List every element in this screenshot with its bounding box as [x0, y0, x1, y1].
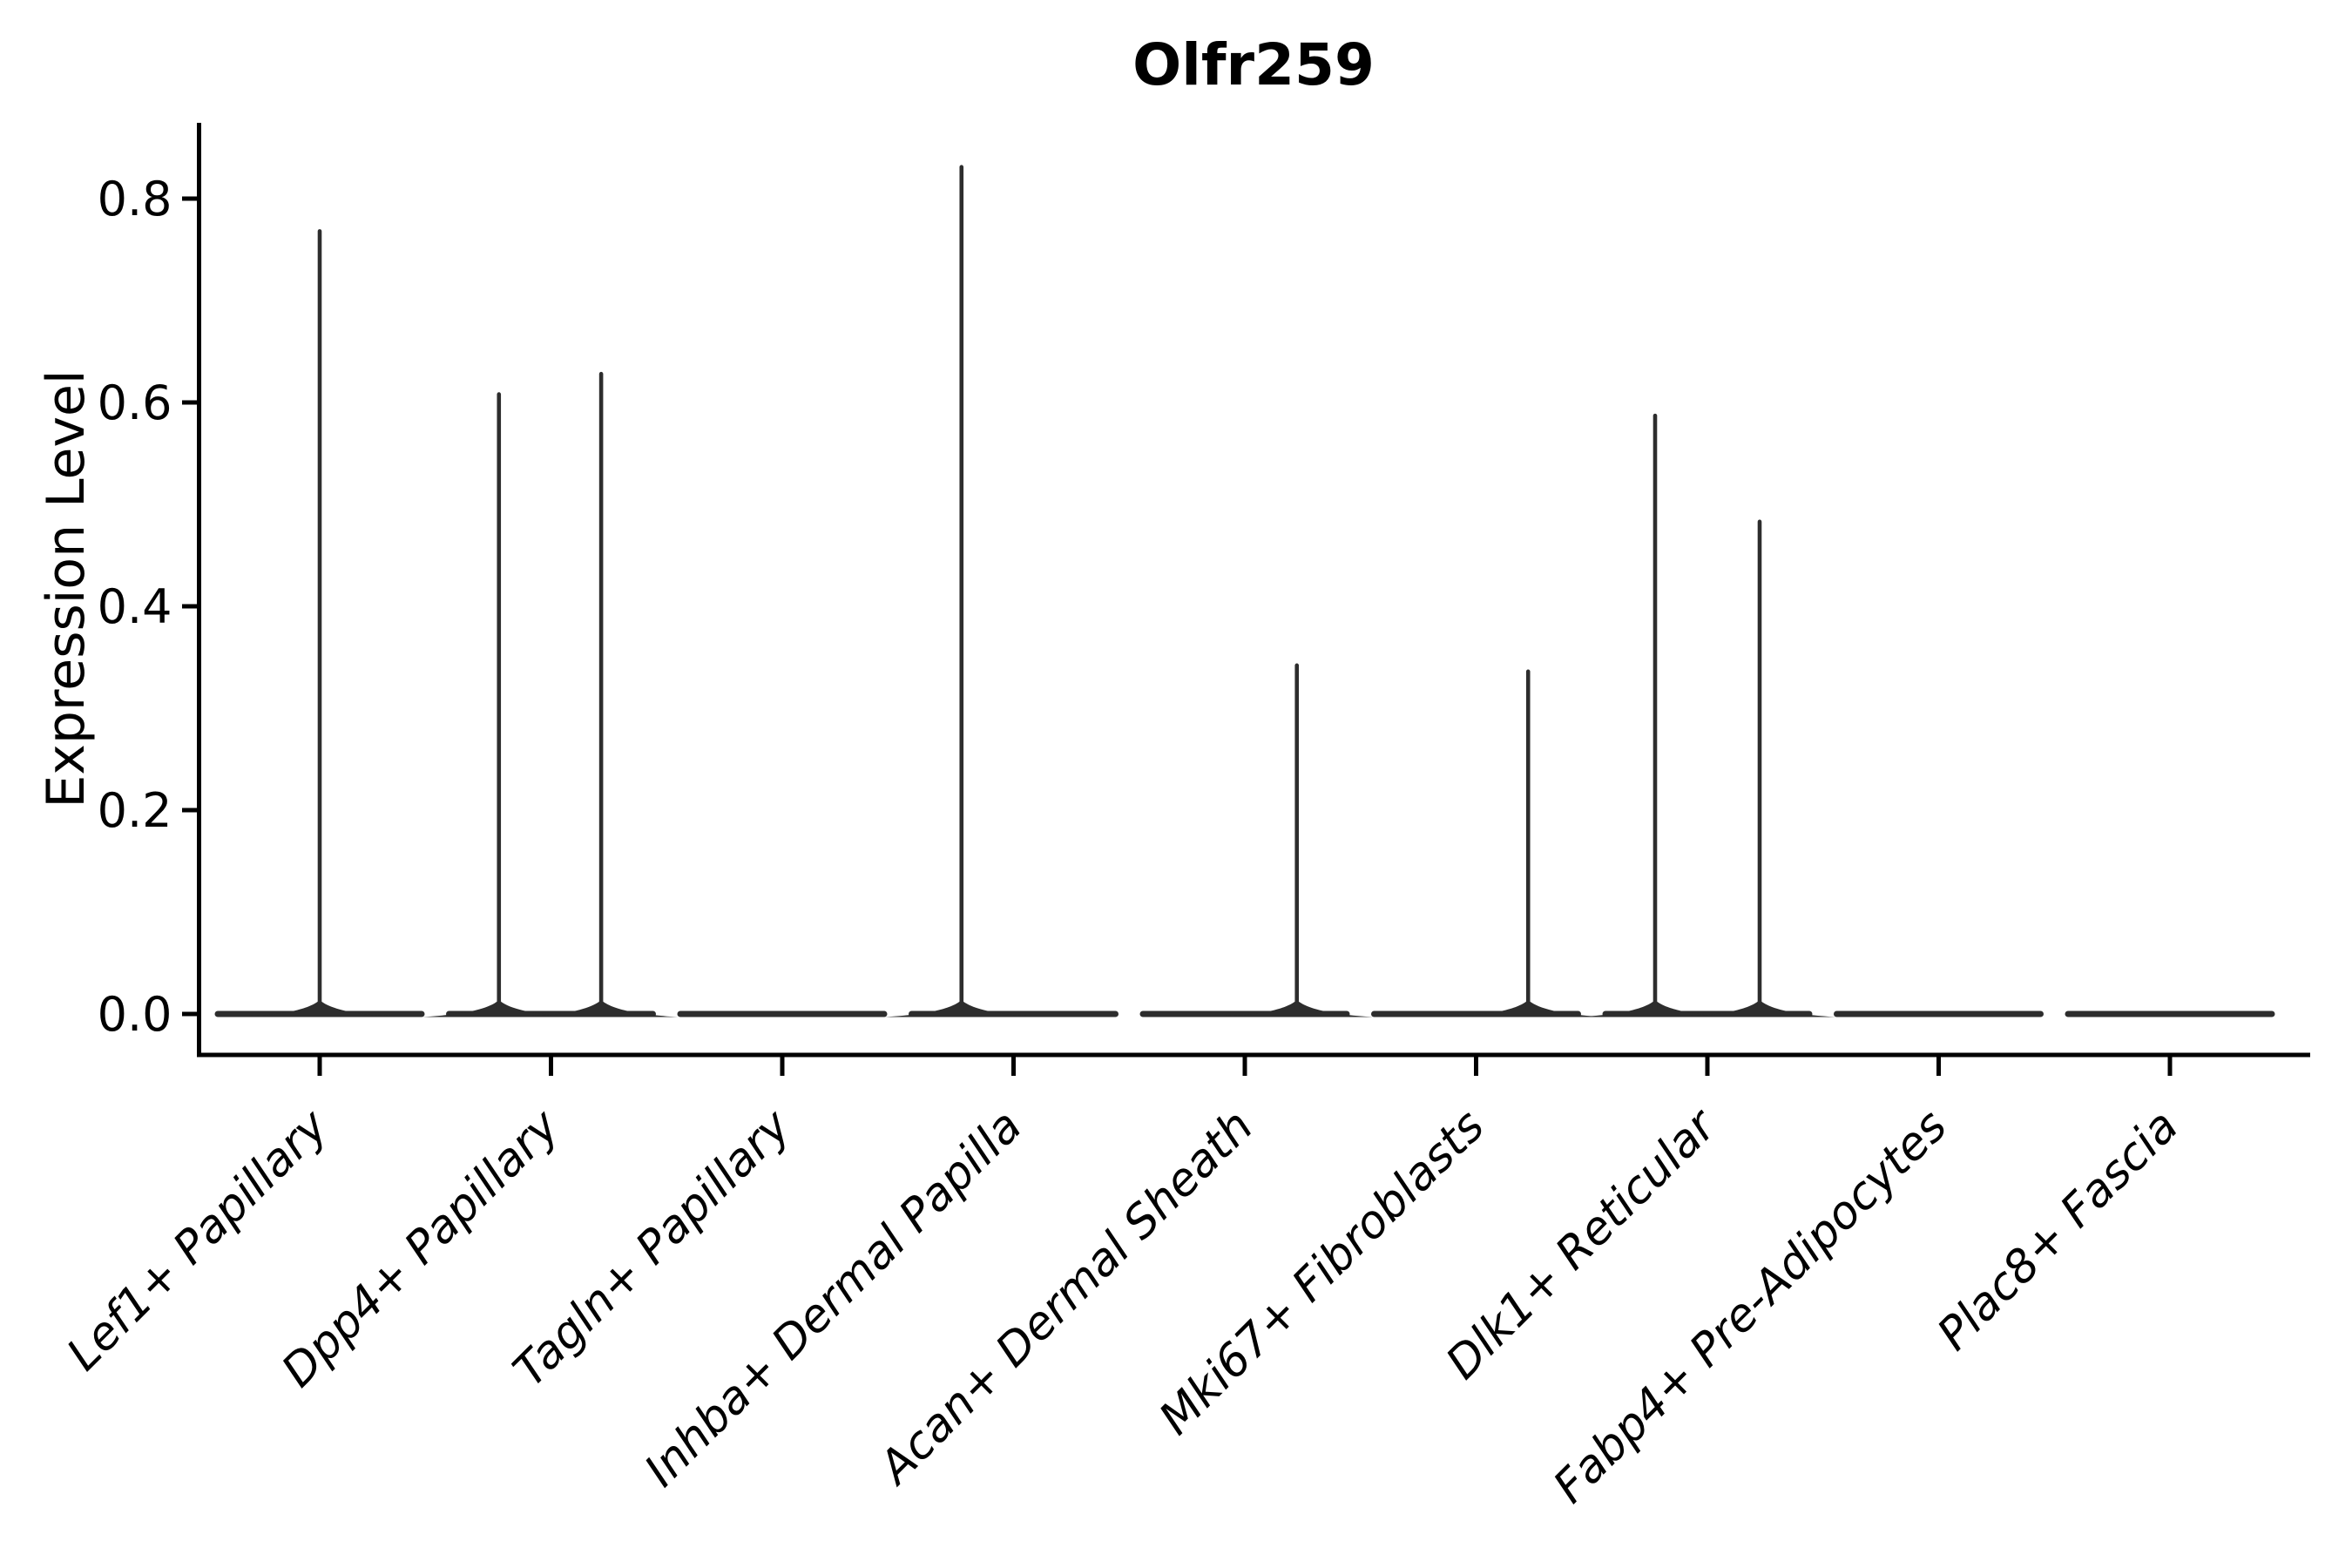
chart-title: Olfr259	[1132, 31, 1375, 98]
y-tick-label: 0.2	[98, 783, 172, 838]
y-tick-label: 0.8	[98, 172, 172, 226]
x-tick-label: Plac8+ Fascia	[1928, 1100, 2188, 1361]
x-tick-label: Acan+ Dermal Sheath	[868, 1100, 1263, 1496]
x-tick-label: Fabp4+ Pre-Adipocytes	[1544, 1100, 1957, 1514]
y-tick-label: 0.4	[98, 579, 172, 634]
x-tick-label: Inhba+ Dermal Papilla	[635, 1100, 1032, 1497]
y-tick-label: 0.0	[98, 987, 172, 1042]
y-tick-label: 0.6	[98, 375, 172, 430]
